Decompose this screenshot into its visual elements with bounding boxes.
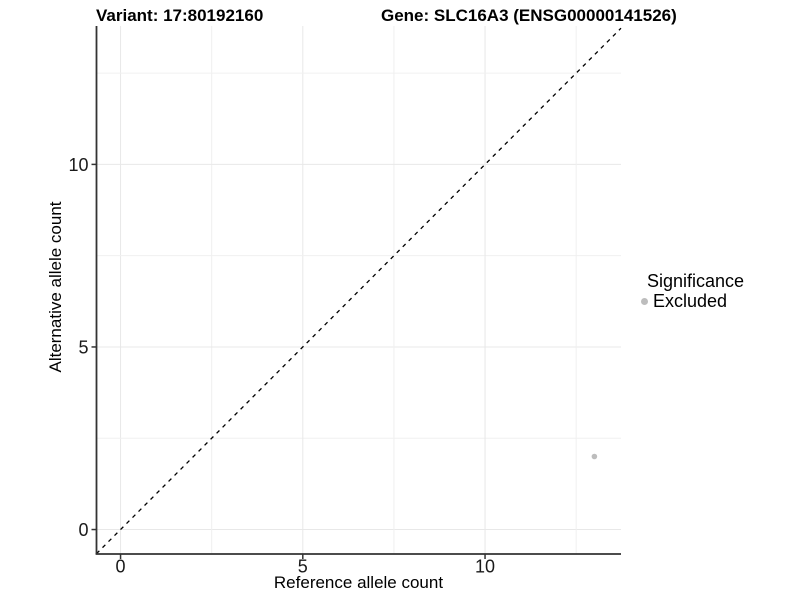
y-tick-label: 5 (78, 337, 88, 357)
x-tick-label: 10 (475, 557, 495, 577)
legend-point-icon (641, 297, 648, 305)
legend: Significance Excluded (637, 271, 744, 311)
y-tick-label: 0 (78, 520, 88, 540)
plot-title-variant: Variant: 17:80192160 (96, 6, 264, 25)
plot-title-gene: Gene: SLC16A3 (ENSG00000141526) (381, 6, 677, 25)
legend-title: Significance (647, 271, 745, 291)
identity-line (96, 27, 622, 555)
legend-item-excluded: Excluded (637, 291, 744, 311)
y-tick-label: 10 (68, 155, 88, 175)
x-tick-label: 0 (116, 557, 126, 577)
data-point (591, 453, 598, 460)
x-tick-label: 5 (298, 557, 308, 577)
legend-item-label: Excluded (653, 290, 728, 311)
x-axis-label: Reference allele count (273, 573, 444, 592)
y-axis-label: Alternative allele count (46, 201, 65, 373)
